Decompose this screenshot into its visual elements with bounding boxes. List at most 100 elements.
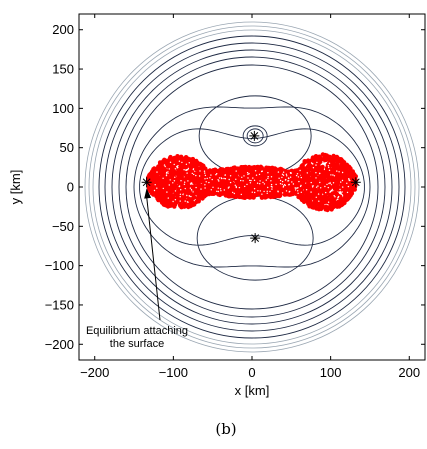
body-point: [163, 177, 168, 182]
body-point: [195, 167, 200, 172]
body-speckle: [259, 183, 261, 185]
body-speckle: [271, 186, 273, 188]
body-point: [332, 201, 338, 206]
body-speckle: [294, 187, 296, 189]
body-speckle: [206, 177, 208, 180]
body-speckle: [168, 168, 170, 170]
body-speckle: [216, 173, 218, 175]
body-point: [344, 163, 349, 169]
body-speckle: [172, 200, 174, 203]
body-point: [173, 179, 178, 184]
body-point: [318, 173, 324, 178]
body-point: [173, 190, 178, 195]
body-speckle: [191, 172, 193, 175]
body-point: [270, 166, 275, 171]
body-point: [168, 171, 173, 176]
body-speckle: [336, 170, 338, 172]
body-point: [166, 198, 171, 203]
body-speckle: [262, 181, 264, 184]
body-speckle: [209, 177, 211, 179]
body-speckle: [315, 177, 317, 179]
body-point: [291, 183, 297, 189]
body-speckle: [270, 180, 272, 182]
body-speckle: [318, 200, 320, 202]
body-point: [198, 194, 203, 199]
body-point: [323, 204, 329, 209]
body-point: [190, 156, 196, 162]
body-point: [247, 164, 252, 170]
body-point: [194, 178, 199, 184]
body-point: [199, 174, 204, 179]
body-speckle: [189, 187, 192, 189]
body-point: [342, 167, 347, 173]
body-speckle: [156, 171, 158, 173]
body-point: [245, 179, 250, 184]
figure-caption: (b): [215, 420, 236, 438]
body-speckle: [247, 177, 249, 179]
body-speckle: [165, 173, 168, 175]
body-speckle: [289, 190, 291, 193]
body-point: [345, 185, 351, 190]
body-speckle: [287, 180, 290, 182]
body-point: [153, 174, 158, 180]
body-point: [235, 169, 241, 174]
body-point: [340, 197, 345, 202]
body-speckle: [241, 176, 243, 178]
body-point: [312, 176, 317, 181]
body-point: [239, 194, 244, 200]
body-point: [316, 197, 322, 202]
body-speckle: [265, 179, 267, 181]
x-tick-label: −200: [80, 365, 109, 380]
body-point: [235, 166, 240, 171]
body-point: [348, 172, 353, 177]
body-speckle: [312, 167, 315, 169]
body-speckle: [167, 171, 169, 173]
body-point: [179, 174, 184, 179]
body-speckle: [215, 174, 217, 176]
body-speckle: [328, 162, 331, 164]
body-point: [310, 202, 316, 208]
body-speckle: [204, 184, 206, 186]
body-speckle: [258, 173, 261, 176]
body-point: [334, 182, 340, 187]
body-point: [319, 165, 324, 170]
body-speckle: [204, 174, 207, 177]
body-point: [277, 193, 282, 199]
body-point: [179, 158, 184, 163]
body-speckle: [188, 162, 190, 164]
body-speckle: [212, 186, 214, 188]
body-speckle: [277, 171, 280, 173]
body-speckle: [166, 191, 168, 193]
body-speckle: [267, 177, 269, 180]
body-speckle: [292, 183, 295, 185]
body-speckle: [223, 177, 225, 180]
body-speckle: [217, 179, 219, 181]
body-speckle: [279, 183, 282, 185]
body-speckle: [285, 173, 288, 175]
body-point: [303, 184, 308, 189]
body-speckle: [174, 199, 177, 201]
body-point: [187, 173, 192, 178]
body-point: [324, 180, 330, 186]
body-speckle: [198, 175, 201, 177]
body-speckle: [295, 174, 298, 177]
body-point: [271, 177, 276, 182]
body-speckle: [179, 200, 181, 202]
annotation-arrow: [146, 196, 161, 321]
body-point: [274, 176, 279, 181]
body-speckle: [169, 179, 171, 181]
body-speckle: [338, 171, 340, 173]
equilibrium-point: [141, 177, 152, 188]
body-speckle: [315, 186, 318, 188]
body-speckle: [232, 191, 234, 194]
annotation: Equilibrium attaching the surface: [86, 188, 188, 350]
body-speckle: [154, 184, 156, 186]
body-point: [158, 185, 164, 190]
body-speckle: [162, 177, 164, 179]
body-speckle: [310, 162, 313, 164]
body-speckle: [294, 189, 297, 191]
body-speckle: [187, 167, 190, 170]
body-speckle: [341, 171, 344, 174]
body-point: [289, 189, 295, 194]
body-speckle: [282, 185, 285, 187]
